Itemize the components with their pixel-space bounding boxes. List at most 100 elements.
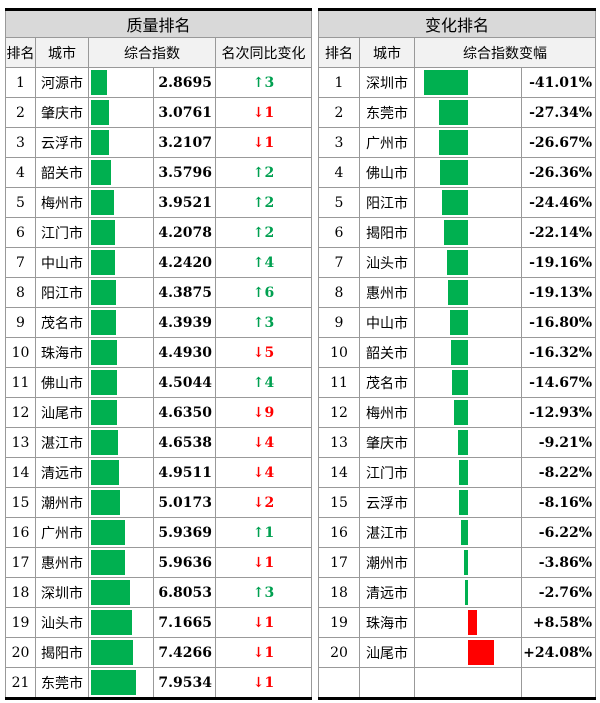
- change-value: -22.14%: [520, 217, 597, 248]
- header-city: 城市: [359, 37, 415, 68]
- table-row: 1 深圳市 -41.01%: [318, 67, 597, 98]
- index-value: 7.1665: [153, 607, 216, 638]
- rank-cell: 10: [318, 337, 360, 368]
- index-bar: [91, 460, 120, 485]
- change-value: -26.36%: [520, 157, 597, 188]
- city-cell: 中山市: [359, 307, 415, 338]
- rank-change: ↓4: [214, 457, 313, 488]
- table-row: 11 茂名市 -14.67%: [318, 367, 597, 398]
- change-value: -16.80%: [520, 307, 597, 338]
- table-row: 10 韶关市 -16.32%: [318, 337, 597, 368]
- rank-cell: 8: [318, 277, 360, 308]
- bar-cell: [88, 547, 154, 578]
- city-cell: 潮州市: [35, 487, 89, 518]
- city-cell: 云浮市: [359, 487, 415, 518]
- table-row: 3 广州市 -26.67%: [318, 127, 597, 158]
- index-value: 2.8695: [153, 67, 216, 98]
- table-row: 20 揭阳市 7.4266 ↓1: [5, 637, 313, 668]
- index-bar: [91, 100, 109, 125]
- index-bar: [91, 370, 117, 395]
- rank-cell: 3: [318, 127, 360, 158]
- bar-cell: [414, 577, 522, 608]
- change-bar: [452, 370, 468, 395]
- table-row: 20 汕尾市 +24.08%: [318, 637, 597, 668]
- change-bar: [458, 430, 468, 455]
- city-cell: 揭阳市: [359, 217, 415, 248]
- bar-cell: [88, 427, 154, 458]
- rank-cell: 14: [5, 457, 36, 488]
- rank-cell: 9: [5, 307, 36, 338]
- change-value: -19.16%: [520, 247, 597, 278]
- table-row: 17 潮州市 -3.86%: [318, 547, 597, 578]
- change-bar: [441, 190, 468, 215]
- change-bar: [465, 580, 468, 605]
- bar-cell: [414, 637, 522, 668]
- rank-cell: 21: [5, 667, 36, 700]
- empty-cell: [318, 667, 360, 700]
- index-value: 4.6350: [153, 397, 216, 428]
- city-cell: 中山市: [35, 247, 89, 278]
- bar-cell: [414, 547, 522, 578]
- change-ranking-table: 变化排名 排名 城市 综合指数变幅 1 深圳市 -41.01% 2 东莞市 -27.34% 3 广…: [317, 8, 597, 700]
- table-row: 13 肇庆市 -9.21%: [318, 427, 597, 458]
- index-bar: [91, 430, 118, 455]
- index-value: 4.2078: [153, 217, 216, 248]
- change-value: -3.86%: [520, 547, 597, 578]
- city-cell: 东莞市: [359, 97, 415, 128]
- city-cell: 佛山市: [359, 157, 415, 188]
- city-cell: 茂名市: [35, 307, 89, 338]
- rank-change: ↓4: [214, 427, 313, 458]
- index-bar: [91, 610, 132, 635]
- rank-cell: 11: [318, 367, 360, 398]
- bar-cell: [88, 337, 154, 368]
- rank-cell: 19: [318, 607, 360, 638]
- header-rank: 排名: [318, 37, 360, 68]
- index-bar: [91, 220, 115, 245]
- table-title: 变化排名: [317, 8, 597, 38]
- bar-cell: [88, 517, 154, 548]
- bar-cell: [88, 67, 154, 98]
- bar-cell: [88, 277, 154, 308]
- rank-cell: 20: [5, 637, 36, 668]
- index-value: 7.9534: [153, 667, 216, 700]
- rank-change: ↓1: [214, 667, 313, 700]
- change-bar: [424, 70, 468, 95]
- city-cell: 江门市: [35, 217, 89, 248]
- header-city: 城市: [35, 37, 89, 68]
- bar-cell: [88, 97, 154, 128]
- change-bar: [468, 610, 478, 635]
- change-value: -41.01%: [520, 67, 597, 98]
- table-row: 9 茂名市 4.3939 ↑3: [5, 307, 313, 338]
- bar-cell: [414, 367, 522, 398]
- rank-change: ↓9: [214, 397, 313, 428]
- change-bar: [468, 640, 494, 665]
- bar-cell: [88, 217, 154, 248]
- rank-cell: 11: [5, 367, 36, 398]
- rank-cell: 1: [318, 67, 360, 98]
- bar-cell: [88, 577, 154, 608]
- rank-change: ↓2: [214, 487, 313, 518]
- change-value: -14.67%: [520, 367, 597, 398]
- rank-cell: 4: [318, 157, 360, 188]
- table-row: 15 云浮市 -8.16%: [318, 487, 597, 518]
- rank-change: ↑3: [214, 577, 313, 608]
- index-bar: [91, 640, 134, 665]
- change-value: -12.93%: [520, 397, 597, 428]
- bar-cell: [414, 457, 522, 488]
- table-row: 2 东莞市 -27.34%: [318, 97, 597, 128]
- city-cell: 湛江市: [359, 517, 415, 548]
- bar-cell: [414, 67, 522, 98]
- city-cell: 汕尾市: [35, 397, 89, 428]
- change-bar: [447, 250, 468, 275]
- city-cell: 东莞市: [35, 667, 89, 700]
- header-rank: 排名: [5, 37, 36, 68]
- header-change: 名次同比变化: [214, 37, 313, 68]
- table-row: 8 惠州市 -19.13%: [318, 277, 597, 308]
- table-row: 12 梅州市 -12.93%: [318, 397, 597, 428]
- change-bar: [438, 100, 468, 125]
- table-row: 19 珠海市 +8.58%: [318, 607, 597, 638]
- bar-cell: [414, 397, 522, 428]
- bar-cell: [414, 307, 522, 338]
- bar-cell: [88, 667, 154, 700]
- rank-change: ↑2: [214, 187, 313, 218]
